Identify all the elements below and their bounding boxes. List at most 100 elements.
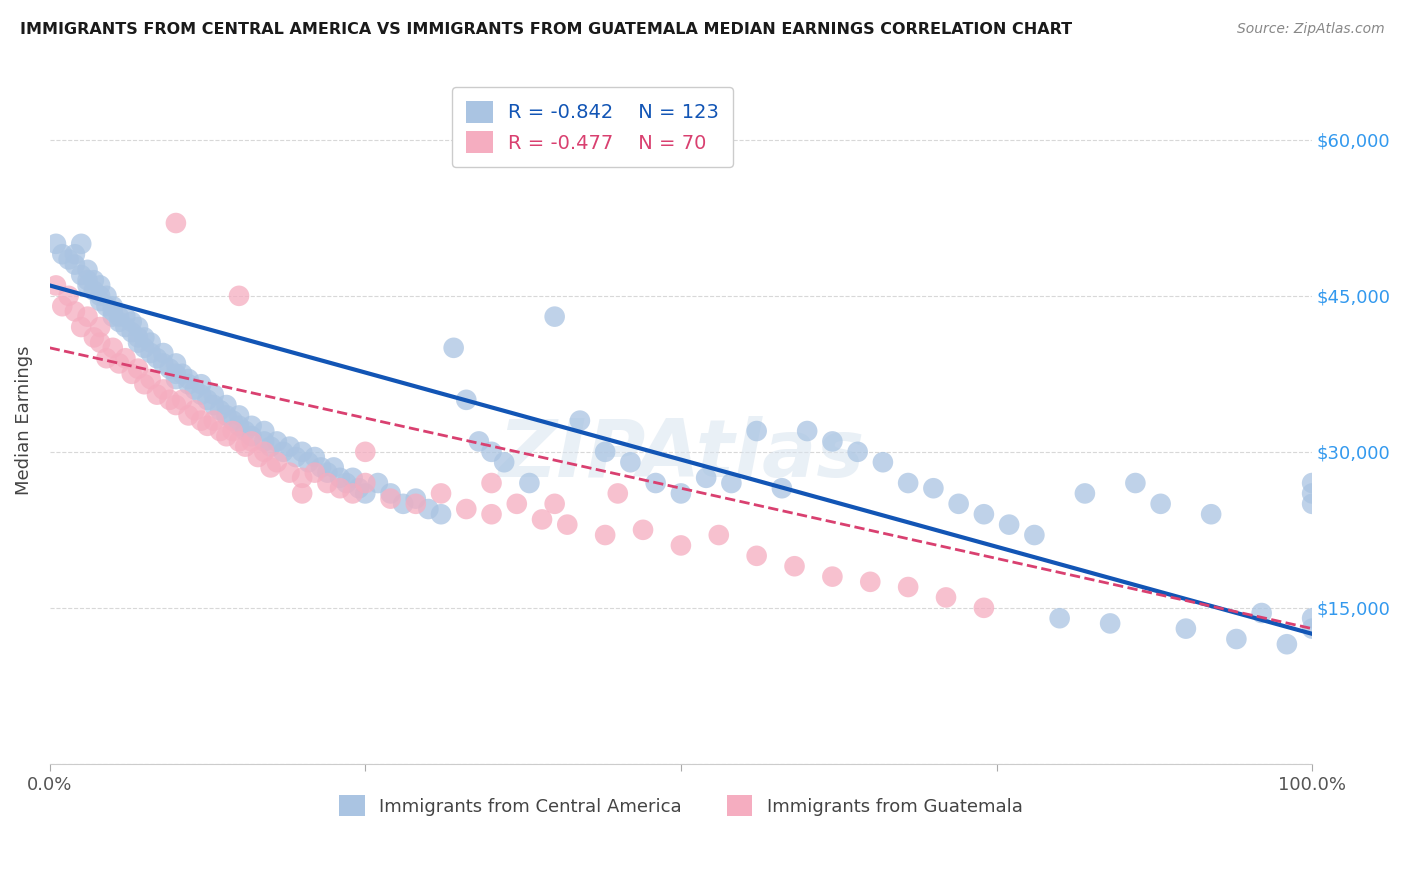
Point [342,486,364,500]
Point [114,320,136,334]
Point [58,252,80,267]
Point [1301,611,1323,625]
Point [165,372,187,386]
Point [796,424,818,438]
Point [127,335,149,350]
Point [770,481,793,495]
Point [101,310,124,324]
Point [139,372,162,386]
Point [70,268,93,282]
Point [127,320,149,334]
Point [228,289,250,303]
Legend: Immigrants from Central America, Immigrants from Guatemala: Immigrants from Central America, Immigra… [332,789,1029,823]
Point [468,434,491,449]
Point [139,335,162,350]
Point [329,471,352,485]
Point [228,418,250,433]
Point [152,346,174,360]
Point [228,409,250,423]
Point [96,289,118,303]
Point [215,409,238,423]
Point [202,414,225,428]
Point [304,450,326,464]
Point [190,387,212,401]
Point [152,356,174,370]
Point [96,299,118,313]
Point [209,424,232,438]
Point [418,502,440,516]
Point [392,497,415,511]
Point [215,398,238,412]
Point [63,247,86,261]
Point [83,284,105,298]
Point [316,466,339,480]
Point [121,367,143,381]
Point [872,455,894,469]
Point [1125,476,1147,491]
Point [165,356,187,370]
Point [922,481,945,495]
Point [159,361,181,376]
Point [165,216,187,230]
Y-axis label: Median Earnings: Median Earnings [15,346,32,495]
Point [593,445,616,459]
Point [821,434,844,449]
Point [543,310,565,324]
Point [859,574,882,589]
Point [720,476,742,491]
Point [222,424,245,438]
Point [108,315,131,329]
Point [1301,622,1323,636]
Point [783,559,806,574]
Point [631,523,654,537]
Point [443,341,465,355]
Point [1099,616,1122,631]
Point [63,304,86,318]
Point [568,414,591,428]
Point [695,471,717,485]
Point [89,278,111,293]
Point [259,440,281,454]
Point [506,497,529,511]
Point [114,310,136,324]
Point [304,466,326,480]
Point [96,351,118,366]
Point [139,346,162,360]
Point [342,471,364,485]
Text: Source: ZipAtlas.com: Source: ZipAtlas.com [1237,22,1385,37]
Point [177,372,200,386]
Point [897,476,920,491]
Point [405,491,427,506]
Point [76,278,98,293]
Point [108,310,131,324]
Text: ZIPAtlas: ZIPAtlas [498,416,865,494]
Point [70,236,93,251]
Point [266,455,288,469]
Point [172,392,194,407]
Point [51,299,73,313]
Point [1250,606,1272,620]
Point [456,392,478,407]
Point [266,434,288,449]
Point [619,455,641,469]
Point [215,429,238,443]
Point [240,434,263,449]
Point [235,424,257,438]
Point [707,528,730,542]
Point [127,361,149,376]
Point [278,440,301,454]
Point [745,549,768,563]
Point [935,591,957,605]
Point [481,476,503,491]
Point [1225,632,1247,646]
Point [1301,497,1323,511]
Point [316,476,339,491]
Point [165,367,187,381]
Point [253,424,276,438]
Point [209,403,232,417]
Point [190,414,212,428]
Point [606,486,628,500]
Point [184,383,207,397]
Point [593,528,616,542]
Point [555,517,578,532]
